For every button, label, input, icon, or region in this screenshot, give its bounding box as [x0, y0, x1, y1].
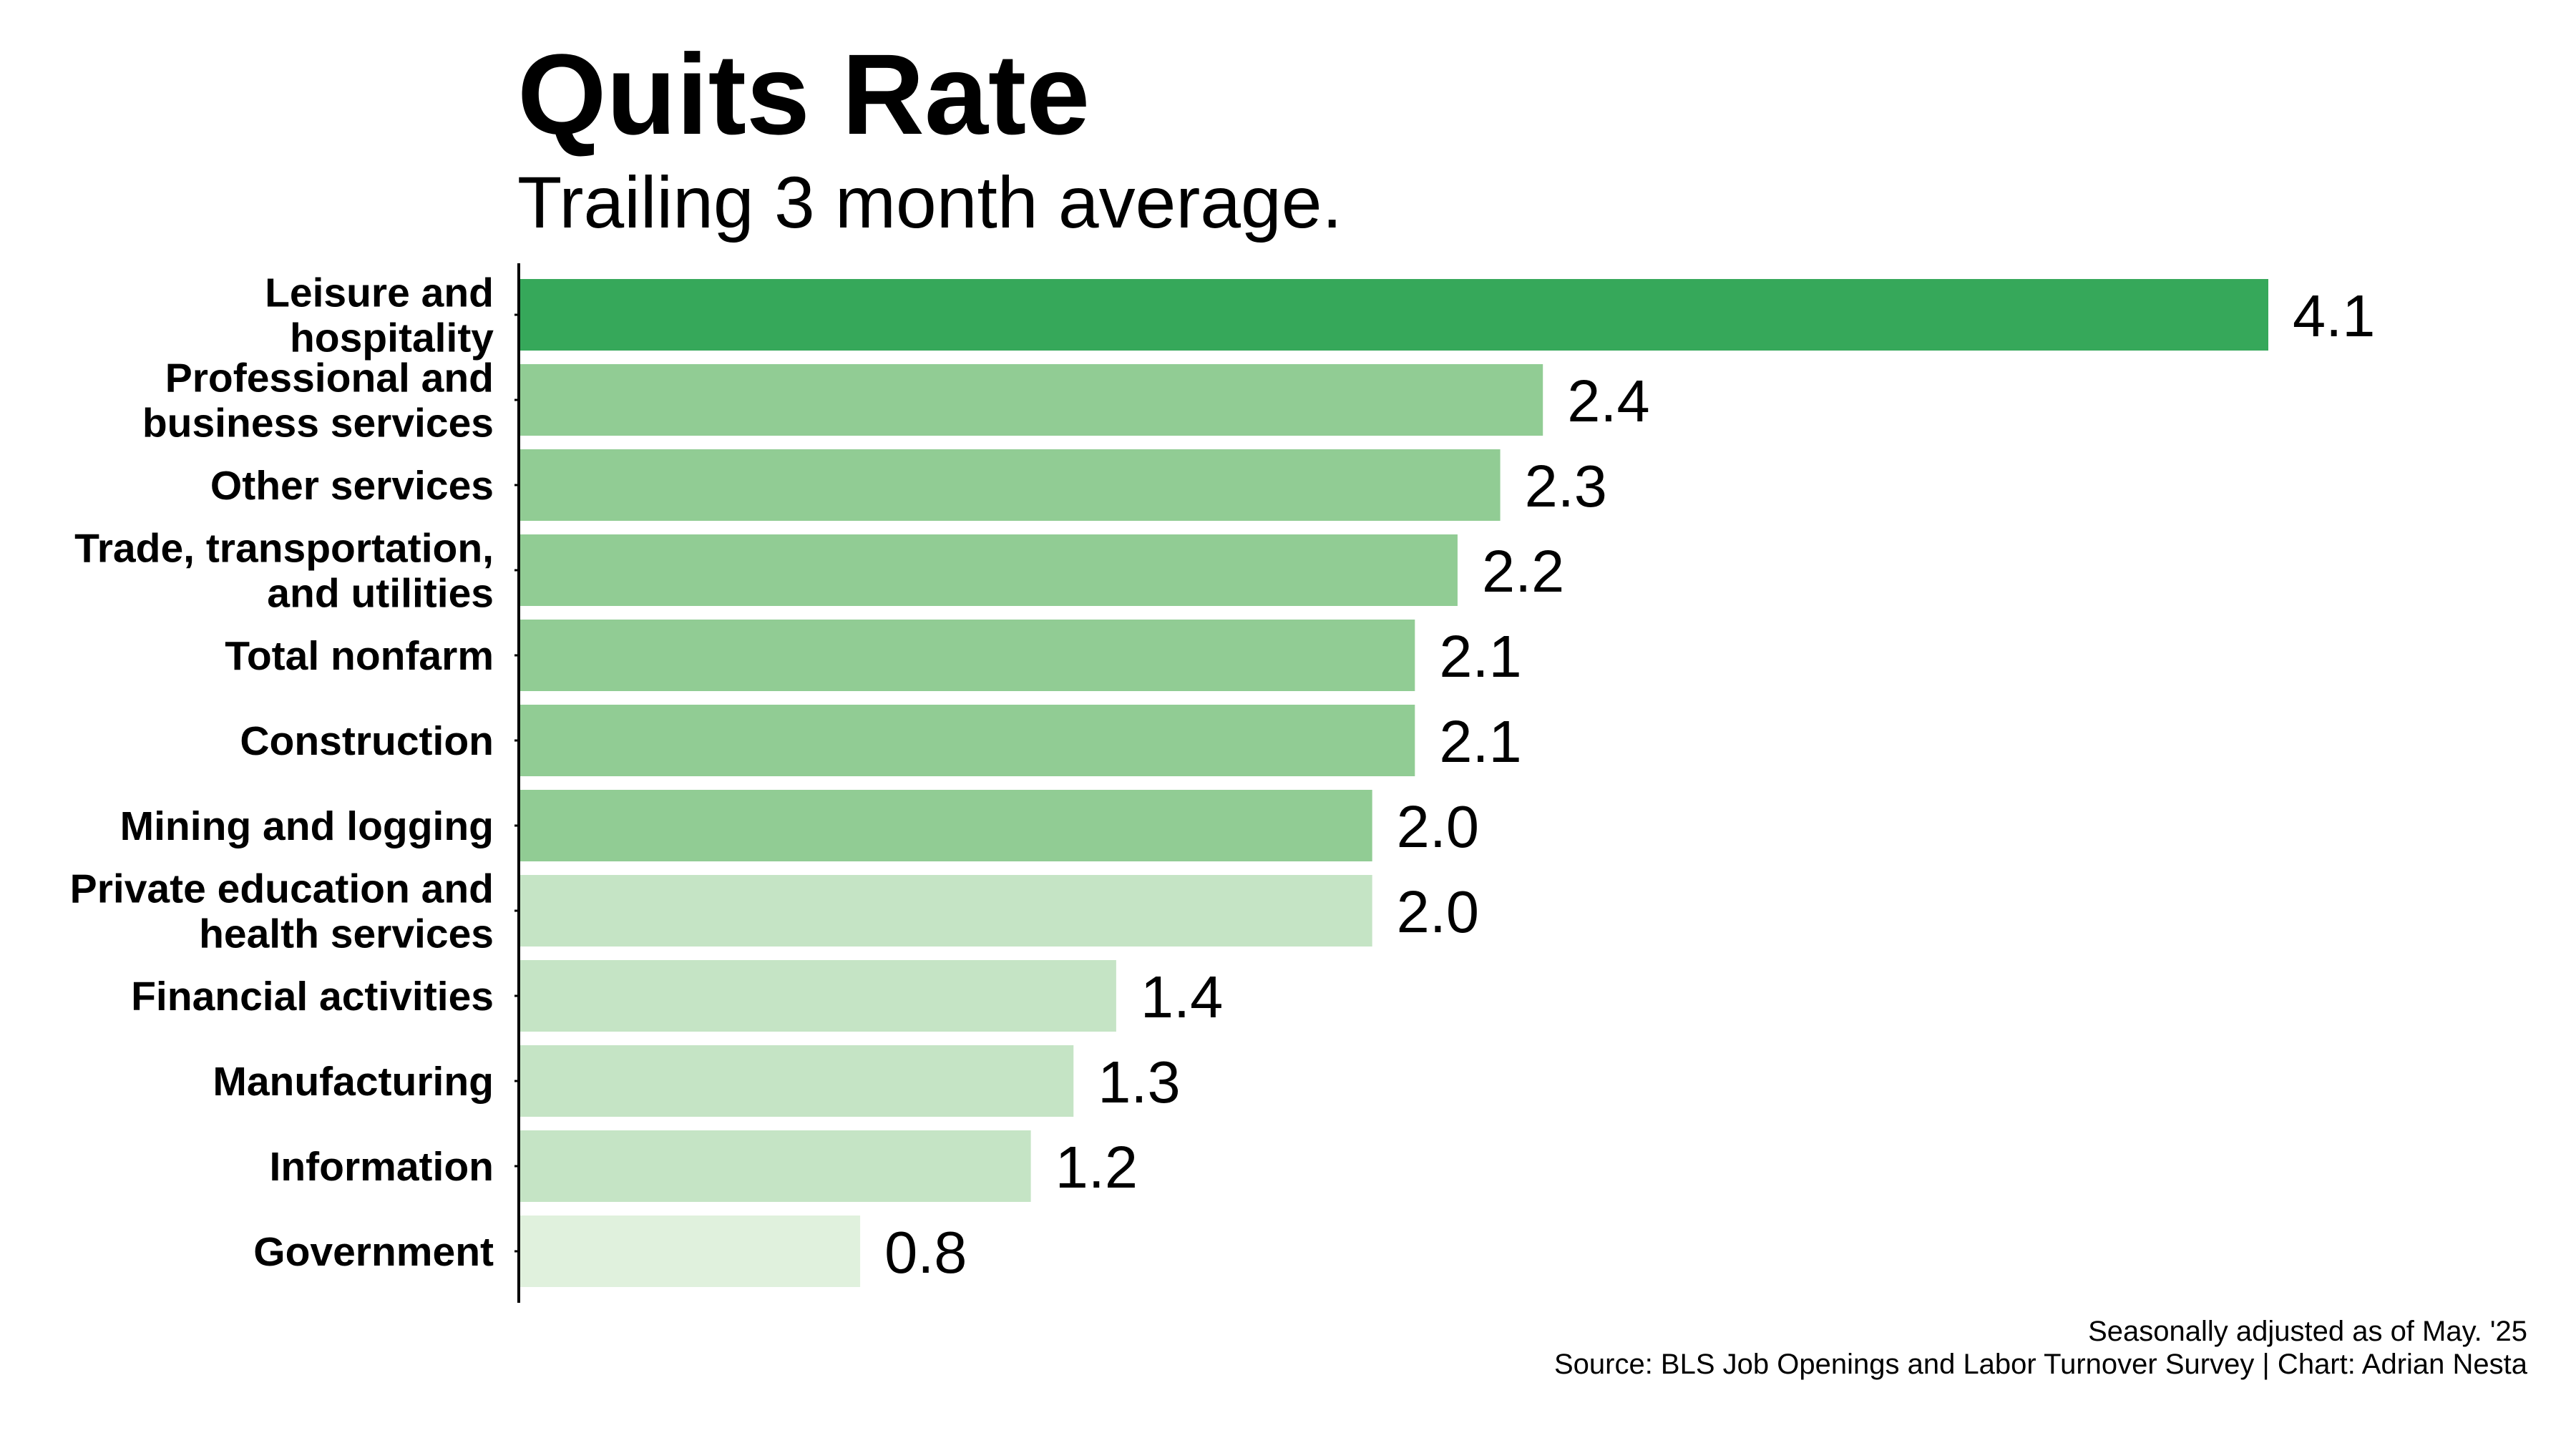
category-label: Information [270, 1144, 494, 1190]
value-label: 2.0 [1397, 879, 1479, 945]
bar [519, 1130, 1031, 1202]
chart-subtitle: Trailing 3 month average. [517, 162, 1342, 243]
category-label: Construction [240, 718, 494, 764]
value-label: 2.0 [1397, 793, 1479, 860]
value-label: 2.1 [1439, 708, 1521, 775]
bar [519, 449, 1501, 521]
value-label: 4.1 [2293, 283, 2375, 349]
category-label: Other services [210, 463, 494, 509]
bar [519, 875, 1372, 947]
y-axis [514, 263, 520, 1303]
category-label: Leisure and hospitality [265, 270, 494, 361]
value-label: 2.3 [1525, 453, 1607, 519]
bar [519, 790, 1372, 861]
bars-layer [519, 279, 2268, 1287]
bar [519, 620, 1415, 691]
value-label: 2.2 [1482, 538, 1564, 605]
category-label: Trade, transportation, and utilities [74, 526, 494, 617]
category-label: Professional and business services [142, 356, 494, 446]
footer-source: Source: BLS Job Openings and Labor Turno… [1553, 1349, 2527, 1380]
category-label: Manufacturing [213, 1059, 494, 1105]
category-label: Total nonfarm [225, 633, 494, 679]
bar [519, 960, 1116, 1032]
bar [519, 705, 1415, 776]
bar [519, 1045, 1074, 1117]
value-labels: 4.1 2.4 2.3 2.2 2.1 2.1 2.0 2.0 1.4 1.3 1.2 0.8 [884, 283, 2375, 1286]
bar [519, 1216, 861, 1287]
bar [519, 279, 2268, 351]
value-label: 1.4 [1141, 964, 1223, 1030]
bar [519, 534, 1458, 606]
chart-footer: Seasonally adjusted as of May. '25 Sourc… [1554, 1315, 2527, 1381]
category-label: Mining and logging [120, 803, 494, 849]
category-label: Private education and health services [70, 866, 494, 957]
chart-title: Quits Rate [517, 30, 1091, 158]
footer-note: Seasonally adjusted as of May. '25 [2088, 1316, 2527, 1347]
category-label: Financial activities [131, 974, 494, 1019]
value-label: 0.8 [884, 1219, 967, 1286]
category-label: Government [253, 1229, 494, 1275]
value-label: 2.1 [1439, 623, 1521, 690]
value-label: 2.4 [1567, 368, 1649, 434]
value-label: 1.2 [1055, 1134, 1138, 1200]
value-label: 1.3 [1098, 1049, 1180, 1115]
bar [519, 364, 1543, 436]
